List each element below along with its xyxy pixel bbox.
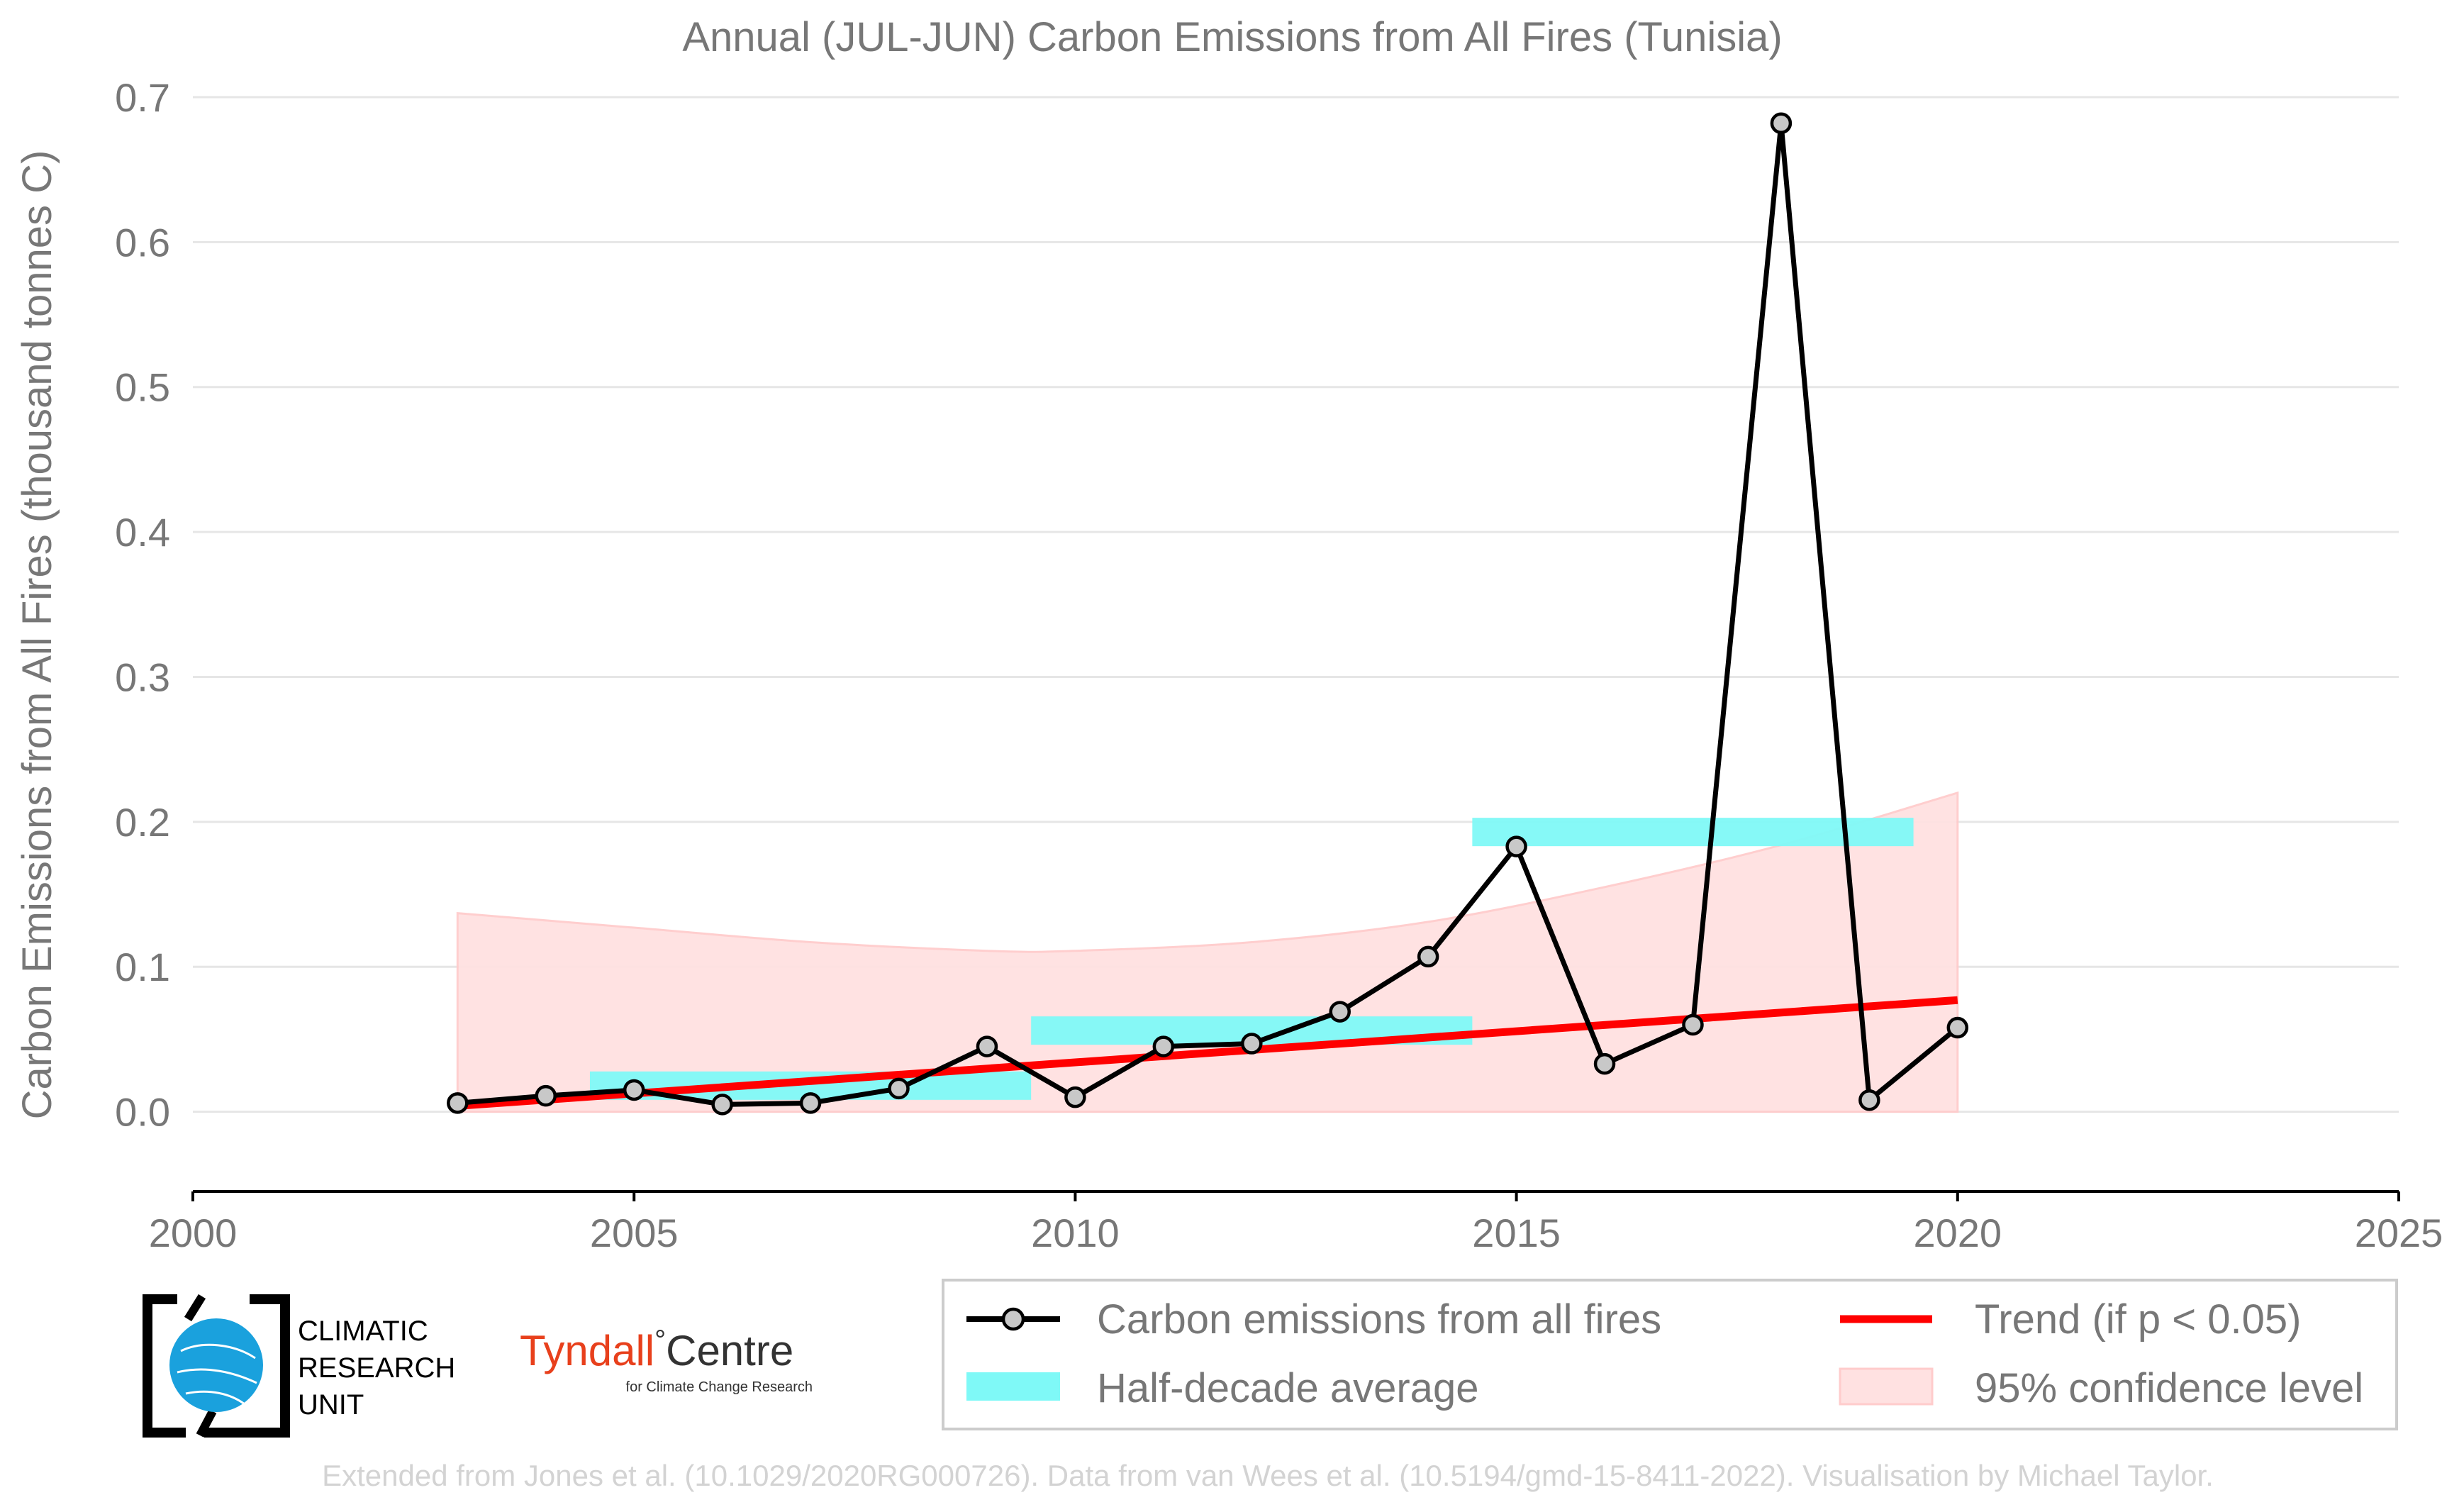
cru-text-research: RESEARCH	[298, 1352, 455, 1384]
legend-label-trend: Trend (if p < 0.05)	[1975, 1296, 2301, 1343]
data-point-2019	[1858, 1089, 1880, 1111]
legend-label-emissions: Carbon emissions from all fires	[1097, 1296, 1661, 1343]
y-tick-label-6: 0.6	[115, 220, 170, 265]
series-line	[457, 121, 1960, 1107]
data-point-2009	[976, 1035, 998, 1057]
tyndall-logo: Tyndall°Centre for Climate Change Resear…	[520, 1325, 813, 1395]
data-point-2012	[1241, 1033, 1263, 1055]
cru-logo-slash-top	[184, 1294, 206, 1322]
legend-key-confidence	[1839, 1367, 1934, 1406]
y-tick-label-0: 0.0	[115, 1090, 170, 1135]
data-point-2018	[1770, 112, 1793, 135]
tyndall-wordmark: Tyndall°Centre	[520, 1325, 793, 1374]
x-tick-label-1: 2005	[590, 1211, 679, 1255]
cru-logo-frame-left	[143, 1294, 186, 1438]
half-decade-bar-2	[1472, 818, 1914, 847]
x-tick-label-2: 2010	[1031, 1211, 1120, 1255]
cru-logo: CLIMATIC RESEARCH UNIT	[143, 1294, 455, 1438]
data-point-2004	[535, 1084, 557, 1107]
y-tick-label-5: 0.5	[115, 365, 170, 410]
legend-label-half-decade: Half-decade average	[1097, 1365, 1478, 1411]
y-axis-label: Carbon Emissions from All Fires (thousan…	[14, 150, 60, 1120]
data-point-2006	[711, 1094, 733, 1116]
legend-key-marker	[1001, 1307, 1025, 1331]
x-tick-label-3: 2015	[1472, 1211, 1561, 1255]
tyndall-centre: Centre	[666, 1327, 793, 1374]
data-point-2010	[1064, 1086, 1086, 1108]
y-axis-ticks: 0.0 0.1 0.2 0.3 0.4 0.5 0.6 0.7	[115, 75, 170, 1135]
y-tick-label-2: 0.2	[115, 800, 170, 845]
data-point-2003	[447, 1092, 469, 1114]
chart-title: Annual (JUL-JUN) Carbon Emissions from A…	[682, 14, 1782, 60]
y-tick-label-4: 0.4	[115, 510, 170, 555]
cru-logo-slash-bottom	[196, 1409, 217, 1438]
cru-text-unit: UNIT	[298, 1389, 364, 1421]
cru-logo-globe-swirl	[177, 1343, 257, 1406]
x-tick-label-0: 2000	[149, 1211, 238, 1255]
half-decade-bands	[589, 818, 1914, 1100]
data-point-2015	[1505, 835, 1527, 857]
credit-text: Extended from Jones et al. (10.1029/2020…	[322, 1459, 2214, 1492]
legend-key-band	[966, 1372, 1060, 1401]
trend-line-path	[457, 996, 1958, 1110]
cru-logo-globe	[169, 1318, 263, 1412]
cru-logo-frame-right	[204, 1294, 290, 1438]
tyndall-subtitle: for Climate Change Research	[626, 1379, 813, 1395]
data-point-2017	[1682, 1013, 1704, 1036]
tyndall-degree: °	[654, 1325, 666, 1356]
y-tick-label-3: 0.3	[115, 655, 170, 699]
x-axis: 2000 2005 2010 2015 2020 2025	[149, 1190, 2443, 1255]
x-tick-label-4: 2020	[1914, 1211, 2002, 1255]
legend-frame	[942, 1279, 2398, 1430]
data-point-2007	[799, 1092, 822, 1114]
y-tick-label-1: 0.1	[115, 945, 170, 989]
y-tick-label-7: 0.7	[115, 75, 170, 120]
data-point-2013	[1329, 1001, 1351, 1023]
legend-label-confidence: 95% confidence level	[1975, 1365, 2363, 1411]
x-tick-label-5: 2025	[2355, 1211, 2443, 1255]
data-point-2005	[623, 1079, 645, 1101]
series-carbon-emissions	[447, 112, 1969, 1116]
data-point-2016	[1593, 1052, 1616, 1075]
legend: Carbon emissions from all fires Trend (i…	[942, 1279, 2398, 1430]
data-point-2011	[1152, 1035, 1175, 1057]
tyndall-name: Tyndall	[520, 1327, 654, 1374]
trend-line	[457, 996, 1958, 1110]
data-point-2014	[1417, 945, 1439, 968]
cru-text-climatic: CLIMATIC	[298, 1316, 428, 1347]
data-point-2020	[1946, 1016, 1969, 1039]
data-point-2008	[888, 1077, 910, 1100]
